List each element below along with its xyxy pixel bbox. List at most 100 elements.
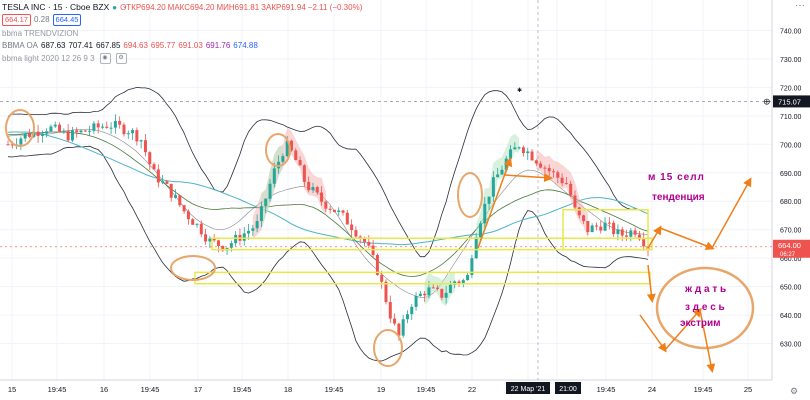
candle-body[interactable]: [633, 230, 637, 235]
candle-body[interactable]: [152, 164, 156, 170]
candle-body[interactable]: [66, 130, 70, 141]
indicator-2-label[interactable]: BBMA OA: [2, 41, 39, 50]
candle-body[interactable]: [126, 133, 130, 135]
candle-body[interactable]: [560, 177, 564, 184]
candle-body[interactable]: [6, 144, 10, 146]
candle-body[interactable]: [625, 235, 629, 237]
candle-body[interactable]: [414, 296, 418, 307]
candle-body[interactable]: [594, 225, 598, 227]
candle-body[interactable]: [143, 140, 147, 153]
candle-body[interactable]: [36, 131, 40, 136]
candle-body[interactable]: [397, 323, 401, 336]
candle-body[interactable]: [423, 293, 427, 296]
candle-body[interactable]: [612, 222, 616, 235]
candle-body[interactable]: [380, 274, 384, 282]
candle-body[interactable]: [517, 147, 521, 149]
candle-body[interactable]: [405, 314, 409, 320]
candle-body[interactable]: [161, 181, 165, 183]
candle-body[interactable]: [491, 177, 495, 197]
settings-icon[interactable]: ⚙: [115, 53, 127, 65]
candle-body[interactable]: [564, 183, 568, 185]
candle-body[interactable]: [440, 288, 444, 298]
candle-body[interactable]: [105, 126, 109, 128]
candle-body[interactable]: [272, 168, 276, 184]
candle-body[interactable]: [131, 130, 135, 134]
candle-body[interactable]: [195, 223, 199, 225]
candle-body[interactable]: [122, 124, 126, 135]
candle-body[interactable]: [444, 292, 448, 298]
candle-body[interactable]: [178, 195, 182, 206]
candle-body[interactable]: [186, 211, 190, 220]
candle-body[interactable]: [75, 130, 79, 133]
candle-body[interactable]: [603, 222, 607, 231]
candle-body[interactable]: [582, 215, 586, 222]
candle-body[interactable]: [259, 206, 263, 222]
candle-body[interactable]: [23, 133, 27, 139]
candle-body[interactable]: [410, 306, 414, 315]
candle-body[interactable]: [169, 183, 173, 198]
candle-body[interactable]: [229, 243, 233, 248]
indicator-1-label[interactable]: bbma TRENDVIZION: [2, 29, 79, 38]
candle-body[interactable]: [135, 130, 139, 142]
candle-body[interactable]: [573, 195, 577, 208]
candle-body[interactable]: [281, 156, 285, 162]
candle-body[interactable]: [27, 133, 31, 137]
candle-body[interactable]: [642, 239, 646, 247]
candle-body[interactable]: [552, 171, 556, 173]
candle-body[interactable]: [96, 123, 100, 128]
candle-body[interactable]: [255, 221, 259, 229]
chevron-down-icon[interactable]: ⌄: [122, 3, 128, 10]
candle-body[interactable]: [530, 151, 534, 161]
candle-body[interactable]: [40, 133, 44, 136]
candle-body[interactable]: [363, 238, 367, 242]
candle-body[interactable]: [88, 130, 92, 132]
ask-box[interactable]: 664.45: [52, 14, 82, 26]
candle-body[interactable]: [474, 237, 478, 259]
candle-body[interactable]: [547, 168, 551, 172]
candle-body[interactable]: [70, 130, 74, 141]
candle-body[interactable]: [83, 130, 87, 132]
candle-body[interactable]: [19, 138, 23, 145]
candle-body[interactable]: [113, 120, 117, 128]
candle-body[interactable]: [513, 147, 517, 150]
candle-body[interactable]: [539, 163, 543, 168]
candle-body[interactable]: [496, 174, 500, 178]
bid-box[interactable]: 664.17: [2, 14, 31, 26]
candle-body[interactable]: [320, 192, 324, 202]
candle-body[interactable]: [199, 223, 203, 235]
candle-body[interactable]: [543, 167, 547, 169]
candle-body[interactable]: [285, 140, 289, 157]
candle-body[interactable]: [251, 228, 255, 231]
candle-body[interactable]: [247, 230, 251, 234]
candle-body[interactable]: [586, 221, 590, 233]
candle-body[interactable]: [268, 183, 272, 199]
candle-body[interactable]: [607, 222, 611, 224]
candle-body[interactable]: [350, 224, 354, 231]
candle-body[interactable]: [375, 255, 379, 275]
candle-body[interactable]: [483, 203, 487, 224]
candle-body[interactable]: [298, 160, 302, 166]
candle-body[interactable]: [599, 226, 603, 231]
candle-body[interactable]: [470, 258, 474, 275]
candle-body[interactable]: [324, 201, 328, 209]
candle-body[interactable]: [182, 205, 186, 212]
indicator-3-label[interactable]: bbma light 2020 12 26 9 3: [2, 54, 95, 63]
candle-body[interactable]: [45, 131, 49, 134]
candle-body[interactable]: [53, 124, 57, 127]
candle-body[interactable]: [294, 150, 298, 161]
candle-body[interactable]: [208, 238, 212, 242]
candle-body[interactable]: [79, 130, 83, 133]
candle-body[interactable]: [577, 207, 581, 216]
candle-body[interactable]: [311, 187, 315, 191]
candle-body[interactable]: [569, 183, 573, 196]
candle-body[interactable]: [461, 280, 465, 284]
symbol-label[interactable]: TESLA INC · 15 · Cboe BZX: [2, 2, 110, 12]
candle-body[interactable]: [534, 160, 538, 164]
candle-body[interactable]: [509, 149, 513, 159]
candle-body[interactable]: [216, 240, 220, 246]
candle-body[interactable]: [315, 187, 319, 193]
candle-body[interactable]: [341, 210, 345, 213]
candle-body[interactable]: [289, 140, 293, 151]
eye-icon[interactable]: ◉: [99, 53, 111, 65]
